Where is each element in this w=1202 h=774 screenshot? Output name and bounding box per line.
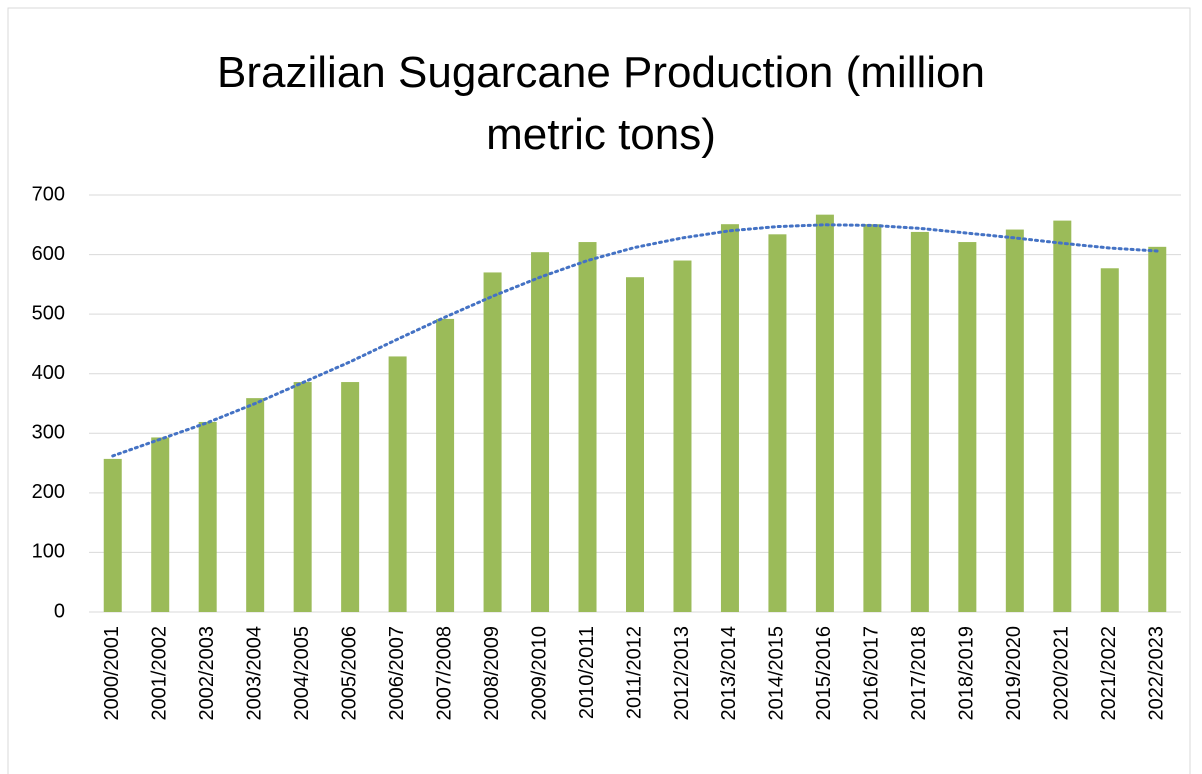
bar — [198, 421, 217, 612]
bar — [151, 437, 170, 612]
y-tick-label: 100 — [32, 541, 65, 563]
bar — [1053, 220, 1072, 612]
bar — [1005, 229, 1024, 612]
trendline — [111, 223, 1159, 458]
y-tick-label: 600 — [32, 243, 65, 265]
x-tick-label: 2013/2014 — [718, 626, 740, 721]
bar — [483, 272, 502, 612]
x-tick-label: 2001/2002 — [148, 626, 170, 721]
x-tick-label: 2002/2003 — [196, 626, 218, 721]
x-tick-label: 2021/2022 — [1098, 626, 1120, 721]
y-tick-label: 400 — [32, 362, 65, 384]
x-tick-label: 2003/2004 — [243, 626, 265, 721]
x-tick-label: 2019/2020 — [1003, 626, 1025, 721]
x-tick-label: 2009/2010 — [528, 626, 550, 721]
bar — [958, 242, 977, 612]
y-tick-label: 500 — [32, 302, 65, 324]
bar — [388, 356, 407, 612]
x-tick-label: 2016/2017 — [861, 626, 883, 721]
y-tick-label: 0 — [54, 600, 65, 622]
y-tick-label: 300 — [32, 422, 65, 444]
x-tick-label: 2006/2007 — [386, 626, 408, 721]
x-tick-label: 2017/2018 — [908, 626, 930, 721]
chart-title: Brazilian Sugarcane Production (million … — [217, 48, 985, 159]
x-tick-label: 2014/2015 — [766, 626, 788, 721]
x-tick-label: 2010/2011 — [576, 626, 598, 719]
chart-border — [7, 7, 1191, 774]
x-tick-label: 2007/2008 — [433, 626, 455, 721]
x-tick-label: 2011/2012 — [623, 626, 645, 719]
bar — [768, 234, 787, 612]
y-tick-label: 200 — [32, 481, 65, 503]
bar — [531, 252, 550, 612]
bar — [863, 224, 882, 612]
bar — [815, 214, 834, 612]
x-tick-label: 2015/2016 — [813, 626, 835, 721]
bar — [293, 382, 312, 612]
x-tick-label: 2012/2013 — [671, 626, 693, 721]
bar — [103, 458, 122, 612]
x-tick-label: 2000/2001 — [101, 626, 123, 721]
x-tick-label: 2008/2009 — [481, 626, 503, 721]
bar — [436, 318, 455, 612]
x-tick-label: 2022/2023 — [1146, 626, 1168, 721]
bar — [341, 382, 360, 612]
x-tick-label: 2020/2021 — [1051, 626, 1073, 721]
x-tick-label: 2005/2006 — [338, 626, 360, 721]
bar — [246, 398, 265, 612]
bar — [626, 277, 644, 612]
bar — [1148, 246, 1167, 612]
bar — [720, 224, 739, 612]
bar — [1100, 268, 1119, 612]
bar — [578, 242, 597, 612]
x-tick-label: 2018/2019 — [956, 626, 978, 721]
bar — [910, 231, 929, 613]
y-tick-label: 700 — [32, 183, 65, 205]
bar — [673, 260, 692, 612]
x-tick-label: 2004/2005 — [291, 626, 313, 721]
